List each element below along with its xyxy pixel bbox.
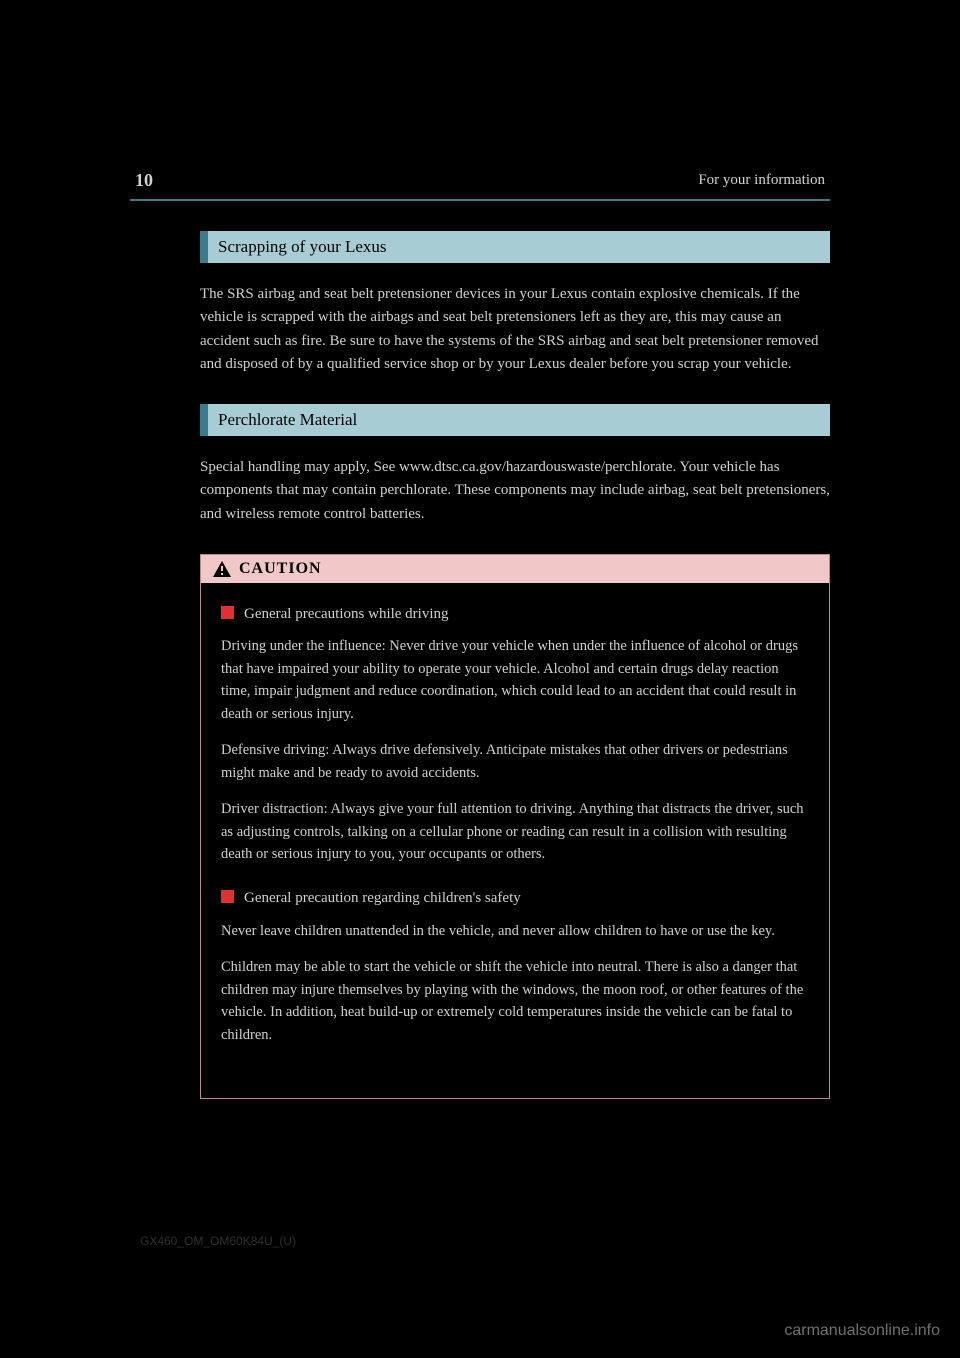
caution-item-header: General precaution regarding children's …	[221, 887, 809, 910]
warning-triangle-icon	[213, 561, 231, 577]
page-header: 10 For your information	[130, 170, 830, 191]
caution-item: General precautions while driving Drivin…	[221, 603, 809, 866]
header-divider	[130, 199, 830, 201]
caution-header: CAUTION	[201, 555, 829, 583]
caution-paragraph: Children may be able to start the vehicl…	[221, 956, 809, 1046]
caution-item-title: General precautions while driving	[244, 603, 449, 626]
caution-paragraph: Driver distraction: Always give your ful…	[221, 798, 809, 865]
section-heading: Perchlorate Material	[218, 410, 357, 429]
caution-item-text: Driving under the influence: Never drive…	[221, 635, 809, 865]
section-header-perchlorate: Perchlorate Material	[200, 404, 830, 436]
caution-paragraph: Defensive driving: Always drive defensiv…	[221, 739, 809, 784]
watermark: carmanualsonline.info	[784, 1322, 940, 1340]
red-marker-icon	[221, 606, 234, 619]
caution-body: General precautions while driving Drivin…	[201, 583, 829, 1099]
section-body-scrapping: The SRS airbag and seat belt pretensione…	[200, 283, 830, 376]
section-heading: Scrapping of your Lexus	[218, 237, 387, 256]
caution-paragraph: Never leave children unattended in the v…	[221, 920, 809, 942]
red-marker-icon	[221, 890, 234, 903]
page-number: 10	[135, 170, 153, 191]
caution-item: General precaution regarding children's …	[221, 887, 809, 1046]
section-body-perchlorate: Special handling may apply, See www.dtsc…	[200, 456, 830, 526]
caution-item-title: General precaution regarding children's …	[244, 887, 521, 910]
caution-item-text: Never leave children unattended in the v…	[221, 920, 809, 1046]
footer-code: GX460_OM_OM60K84U_(U)	[140, 1234, 296, 1248]
caution-item-header: General precautions while driving	[221, 603, 809, 626]
section-header-scrapping: Scrapping of your Lexus	[200, 231, 830, 263]
caution-label: CAUTION	[239, 560, 322, 578]
caution-box: CAUTION General precautions while drivin…	[200, 554, 830, 1100]
caution-paragraph: Driving under the influence: Never drive…	[221, 635, 809, 725]
page-title: For your information	[698, 172, 825, 189]
